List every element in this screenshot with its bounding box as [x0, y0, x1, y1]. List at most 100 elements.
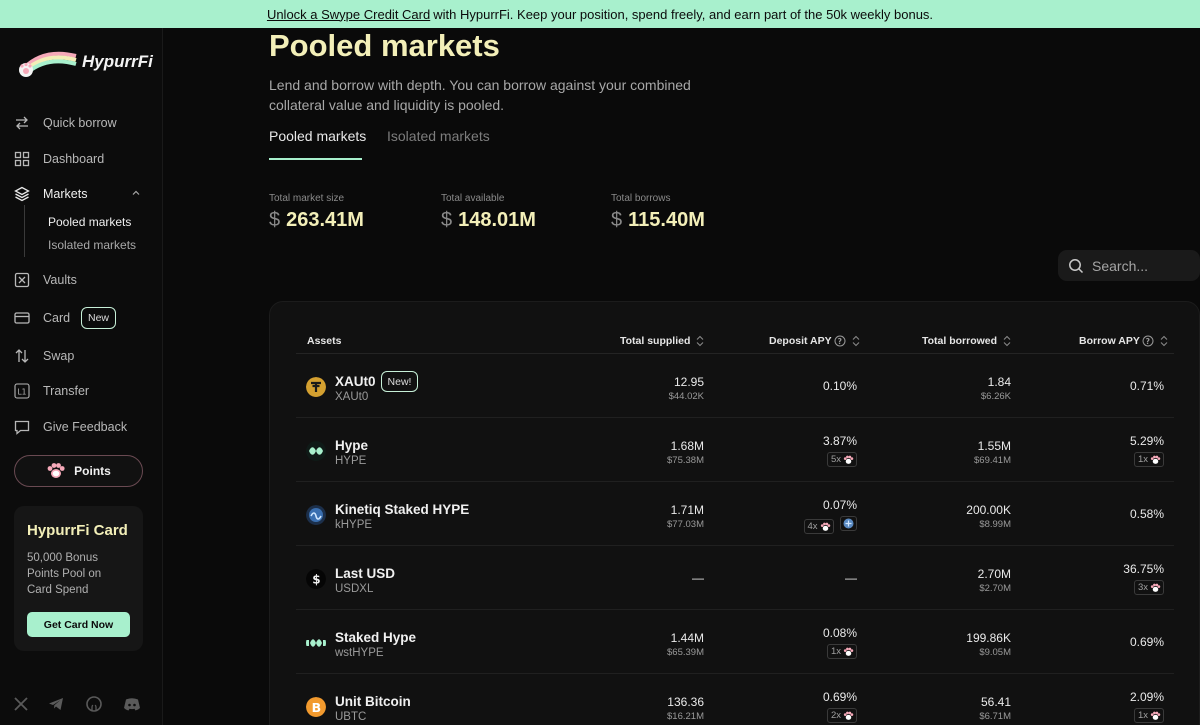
tab-pooled-markets[interactable]: Pooled markets — [269, 128, 367, 144]
borrow-apy-cell: 0.69% — [1129, 635, 1164, 649]
banner-link[interactable]: Unlock a Swype Credit Card — [266, 6, 431, 22]
points-multiplier: 3x — [1133, 580, 1164, 595]
discord-icon[interactable] — [123, 696, 141, 712]
deposit-apy-cell: — — [845, 571, 857, 585]
promo-description: 50,000 Bonus Points Pool on Card Spend — [27, 552, 102, 596]
sort-icon — [1003, 335, 1011, 347]
stat-label: Total available — [441, 193, 505, 204]
header-total-borrowed[interactable]: Total borrowed — [922, 335, 1011, 347]
nav-label: Transfer — [43, 384, 90, 398]
total-borrowed-cell: 1.55M $69.41M — [974, 439, 1011, 466]
nav-dashboard[interactable]: Dashboard — [14, 151, 104, 167]
table-row[interactable]: Kinetiq Staked HYPE kHYPE 1.71M $77.03M 0… — [296, 483, 1174, 546]
search-input[interactable] — [1092, 257, 1192, 274]
asset-symbol: HYPE — [335, 455, 367, 467]
nav-label: Card — [43, 311, 71, 325]
nav-card[interactable]: Card — [14, 310, 70, 326]
xaut0-token-icon — [306, 377, 326, 397]
paw-icon — [843, 711, 854, 720]
borrow-apy-cell: 36.75% 3x — [1123, 562, 1164, 595]
nav-label: Markets — [43, 187, 88, 201]
sidebar-sub-isolated-markets[interactable]: Isolated markets — [48, 238, 137, 252]
nav-markets[interactable]: Markets — [14, 186, 87, 202]
tab-isolated-markets[interactable]: Isolated markets — [387, 128, 490, 144]
total-supplied-cell: 1.44M $65.39M — [667, 631, 704, 658]
asset-name: Last USD — [335, 566, 396, 581]
nav-swap[interactable]: Swap — [14, 348, 74, 364]
header-total-supplied[interactable]: Total supplied — [620, 335, 704, 347]
nav-give-feedback[interactable]: Give Feedback — [14, 419, 127, 435]
header-assets: Assets — [307, 335, 342, 347]
nav-label: Swap — [43, 349, 75, 363]
card-promo: HypurrFi Card 50,000 Bonus Points Pool o… — [14, 506, 143, 651]
table-row[interactable]: XAUt0 New! XAUt0 12.95 $44.02K 0.10% 1.84… — [296, 355, 1174, 418]
asset-symbol: UBTC — [335, 711, 367, 723]
asset-name: Hype — [335, 438, 369, 453]
stat-total-borrows: Total borrows $115.40M — [611, 193, 705, 232]
get-card-button[interactable]: Get Card Now — [27, 612, 130, 637]
points-multiplier: 1x — [1133, 708, 1164, 723]
new-badge: New — [81, 307, 116, 329]
active-tab-indicator — [269, 158, 362, 160]
help-icon: ? — [834, 335, 846, 347]
paw-icon — [1150, 711, 1161, 720]
stat-total-available: Total available $148.01M — [441, 193, 536, 232]
asset-name: Kinetiq Staked HYPE — [335, 502, 470, 517]
wsthype-token-icon — [306, 639, 326, 647]
points-multiplier: 2x — [826, 708, 857, 723]
chat-icon — [14, 419, 30, 435]
main-content: Pooled markets Lend and borrow with dept… — [163, 28, 1200, 725]
header-borrow-apy[interactable]: Borrow APY? — [1079, 335, 1168, 347]
table-row[interactable]: $ Last USD USDXL — — 2.70M $2.70M 36.75% … — [296, 547, 1174, 610]
logo[interactable]: HypurrFi — [14, 46, 153, 78]
hype-token-icon — [306, 441, 326, 461]
total-borrowed-cell: 56.41 $6.71M — [979, 695, 1011, 722]
vault-icon — [14, 272, 30, 288]
asset-name: Unit Bitcoin — [335, 694, 411, 709]
currency-symbol: $ — [441, 209, 453, 231]
nav-vaults[interactable]: Vaults — [14, 272, 77, 288]
stat-value: 148.01M — [458, 209, 536, 231]
points-label: Points — [74, 464, 111, 478]
points-button[interactable]: Points — [14, 455, 143, 487]
svg-text:?: ? — [1145, 337, 1149, 346]
sidebar: HypurrFi Quick borrow Dashboard Markets … — [0, 28, 163, 725]
chevron-up-icon[interactable] — [131, 188, 141, 198]
nav-quick-borrow[interactable]: Quick borrow — [14, 115, 117, 131]
svg-text:?: ? — [837, 337, 841, 346]
github-icon[interactable] — [86, 696, 102, 712]
telegram-icon[interactable] — [48, 696, 64, 712]
usdxl-token-icon: $ — [306, 569, 326, 589]
deposit-apy-cell: 0.10% — [822, 379, 857, 393]
nav-transfer[interactable]: L1 Transfer — [14, 383, 89, 399]
swap-vertical-icon — [14, 348, 30, 364]
x-icon[interactable] — [13, 696, 29, 712]
svg-text:$: $ — [312, 573, 320, 587]
submenu-line — [24, 205, 25, 257]
help-icon: ? — [1142, 335, 1154, 347]
table-row[interactable]: Hype HYPE 1.68M $75.38M 3.87% 5x 1.55M $69… — [296, 419, 1174, 482]
total-supplied-cell: 1.71M $77.03M — [667, 503, 704, 530]
table-row[interactable]: B Unit Bitcoin UBTC 136.36 $16.21M 0.69% … — [296, 675, 1174, 725]
total-supplied-cell: 136.36 $16.21M — [667, 695, 704, 722]
sidebar-sub-pooled-markets[interactable]: Pooled markets — [48, 215, 132, 229]
page-title: Pooled markets — [269, 28, 500, 63]
asset-symbol: kHYPE — [335, 519, 373, 531]
total-supplied-cell: — — [692, 571, 704, 585]
paw-icon — [1150, 455, 1161, 464]
search-icon — [1069, 258, 1084, 273]
paw-icon — [1150, 583, 1161, 592]
svg-text:L1: L1 — [18, 388, 27, 397]
khype-token-icon — [306, 505, 326, 525]
table-row[interactable]: Staked Hype wstHYPE 1.44M $65.39M 0.08% 1… — [296, 611, 1174, 674]
paw-icon — [820, 522, 830, 531]
currency-symbol: $ — [269, 209, 281, 231]
hypurrfi-logo-icon — [19, 51, 77, 77]
search-box[interactable] — [1058, 250, 1200, 281]
ubtc-token-icon: B — [306, 697, 326, 717]
app-name: HypurrFi — [82, 52, 153, 71]
header-deposit-apy[interactable]: Deposit APY? — [769, 335, 860, 347]
promo-title: HypurrFi Card — [27, 522, 128, 539]
stat-total-market-size: Total market size $263.41M — [269, 193, 364, 232]
paw-icon — [47, 463, 65, 478]
